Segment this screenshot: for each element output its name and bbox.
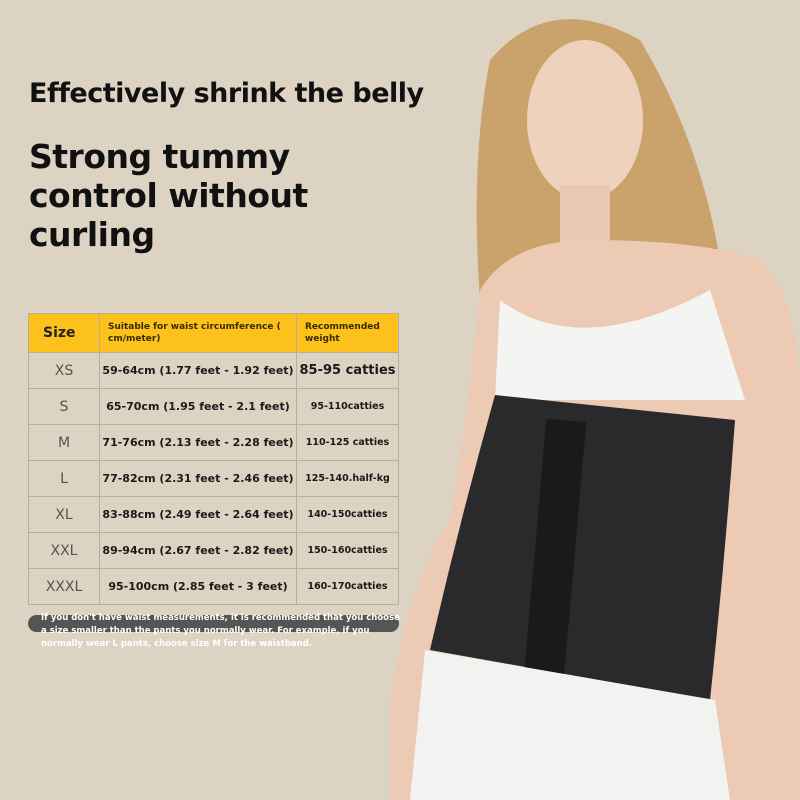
model-photo [390, 19, 800, 800]
size-cell: XL [28, 496, 100, 533]
waist-cell: 83-88cm (2.49 feet - 2.64 feet) [99, 496, 297, 533]
weight-cell: 160-170catties [296, 568, 399, 605]
note-text: If you don't have waist measurements, it… [41, 613, 400, 649]
table-row: XXL 89-94cm (2.67 feet - 2.82 feet) 150-16… [28, 532, 399, 569]
size-cell: XXL [28, 532, 100, 569]
headline: Effectively shrink the belly [29, 78, 424, 109]
face [527, 40, 643, 200]
weight-cell: 140-150catties [296, 496, 399, 533]
table-row: S 65-70cm (1.95 feet - 2.1 feet) 95-110cat… [28, 388, 399, 425]
waist-cell: 71-76cm (2.13 feet - 2.28 feet) [99, 424, 297, 461]
table-row: XXXL 95-100cm (2.85 feet - 3 feet) 160-170… [28, 568, 399, 605]
waist-cell: 59-64cm (1.77 feet - 1.92 feet) [99, 352, 297, 389]
neck [560, 185, 610, 245]
weight-cell: 85-95 catties [296, 352, 399, 389]
size-chart-header: Size Suitable for waist circumference ( … [28, 313, 399, 353]
subheadline-text: Strong tummy control without curling [29, 137, 308, 254]
weight-cell: 150-160catties [296, 532, 399, 569]
subheadline: Strong tummy control without curling [29, 137, 409, 254]
size-cell: XS [28, 352, 100, 389]
table-row: L 77-82cm (2.31 feet - 2.46 feet) 125-140.… [28, 460, 399, 497]
waist-cell: 77-82cm (2.31 feet - 2.46 feet) [99, 460, 297, 497]
table-row: XS 59-64cm (1.77 feet - 1.92 feet) 85-95 c… [28, 352, 399, 389]
table-row: XL 83-88cm (2.49 feet - 2.64 feet) 140-150… [28, 496, 399, 533]
size-cell: S [28, 388, 100, 425]
size-cell: M [28, 424, 100, 461]
corset [430, 395, 735, 700]
weight-cell: 125-140.half-kg [296, 460, 399, 497]
note-banner [28, 615, 399, 632]
waist-cell: 95-100cm (2.85 feet - 3 feet) [99, 568, 297, 605]
weight-cell: 95-110catties [296, 388, 399, 425]
header-size: Size [28, 313, 100, 353]
hook-closure [523, 418, 587, 682]
waist-cell: 65-70cm (1.95 feet - 2.1 feet) [99, 388, 297, 425]
white-top [495, 290, 745, 400]
weight-cell: 110-125 catties [296, 424, 399, 461]
table-row: M 71-76cm (2.13 feet - 2.28 feet) 110-125 … [28, 424, 399, 461]
header-waist: Suitable for waist circumference ( cm/me… [99, 313, 297, 353]
size-chart: Size Suitable for waist circumference ( … [28, 313, 399, 605]
size-cell: L [28, 460, 100, 497]
size-cell: XXXL [28, 568, 100, 605]
white-pants [410, 650, 730, 800]
header-weight: Recommended weight [296, 313, 399, 353]
waist-cell: 89-94cm (2.67 feet - 2.82 feet) [99, 532, 297, 569]
